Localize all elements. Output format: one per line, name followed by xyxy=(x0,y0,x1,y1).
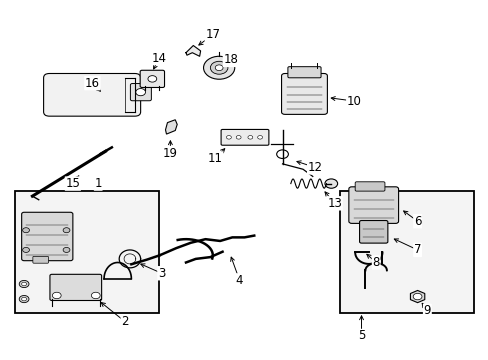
FancyBboxPatch shape xyxy=(221,130,268,145)
Polygon shape xyxy=(185,45,200,56)
Bar xyxy=(15,191,159,313)
FancyBboxPatch shape xyxy=(21,212,73,261)
Circle shape xyxy=(412,293,421,300)
Circle shape xyxy=(276,150,288,158)
FancyBboxPatch shape xyxy=(281,73,327,114)
Text: 19: 19 xyxy=(163,147,178,159)
FancyBboxPatch shape xyxy=(130,84,151,101)
FancyBboxPatch shape xyxy=(354,182,384,191)
Text: 1: 1 xyxy=(94,177,102,190)
Circle shape xyxy=(226,135,231,139)
Circle shape xyxy=(136,89,145,96)
FancyBboxPatch shape xyxy=(50,274,102,301)
Circle shape xyxy=(63,228,70,233)
Text: 6: 6 xyxy=(413,215,421,228)
FancyBboxPatch shape xyxy=(33,256,48,263)
Bar xyxy=(339,191,473,313)
FancyBboxPatch shape xyxy=(359,221,387,243)
Text: 10: 10 xyxy=(346,95,361,108)
Text: 8: 8 xyxy=(372,256,379,269)
Text: 15: 15 xyxy=(65,177,80,190)
Text: 13: 13 xyxy=(326,197,342,210)
Circle shape xyxy=(63,247,70,252)
Polygon shape xyxy=(409,291,424,303)
Circle shape xyxy=(19,280,29,288)
Circle shape xyxy=(19,296,29,303)
Circle shape xyxy=(247,135,252,139)
Circle shape xyxy=(210,61,227,74)
Text: 14: 14 xyxy=(151,51,166,64)
Text: 17: 17 xyxy=(205,28,220,41)
FancyBboxPatch shape xyxy=(287,67,321,78)
Text: 18: 18 xyxy=(223,53,238,66)
Circle shape xyxy=(21,282,26,286)
Text: 5: 5 xyxy=(357,329,365,342)
Circle shape xyxy=(22,228,29,233)
Text: 12: 12 xyxy=(307,161,322,174)
Circle shape xyxy=(236,135,241,139)
Circle shape xyxy=(257,135,262,139)
Text: 9: 9 xyxy=(423,305,430,318)
Circle shape xyxy=(215,65,223,71)
Text: 2: 2 xyxy=(121,315,128,328)
FancyBboxPatch shape xyxy=(348,187,398,224)
Circle shape xyxy=(21,297,26,301)
Text: 3: 3 xyxy=(158,267,165,280)
Circle shape xyxy=(148,76,157,82)
Circle shape xyxy=(325,179,337,188)
Text: 16: 16 xyxy=(85,77,100,90)
Text: 7: 7 xyxy=(413,243,421,256)
Circle shape xyxy=(22,247,29,252)
FancyBboxPatch shape xyxy=(140,70,164,87)
Text: 4: 4 xyxy=(235,274,243,287)
Ellipse shape xyxy=(31,195,39,200)
FancyBboxPatch shape xyxy=(43,73,141,116)
Circle shape xyxy=(52,292,61,299)
Circle shape xyxy=(203,56,234,79)
Circle shape xyxy=(91,292,100,299)
Polygon shape xyxy=(165,120,177,134)
Text: 11: 11 xyxy=(207,152,223,165)
